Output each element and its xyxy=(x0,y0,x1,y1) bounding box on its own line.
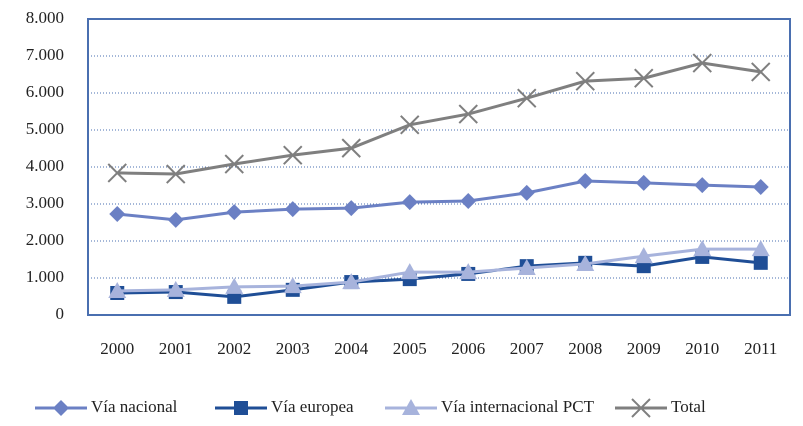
point xyxy=(518,184,535,201)
x-tick-label: 2000 xyxy=(100,339,134,358)
x-tick-label: 2002 xyxy=(217,339,251,358)
point xyxy=(634,68,654,88)
y-tick-label: 1.000 xyxy=(26,267,64,286)
point xyxy=(458,104,478,124)
legend-marker xyxy=(402,399,420,415)
y-tick-label: 6.000 xyxy=(26,82,64,101)
point xyxy=(751,240,770,257)
point xyxy=(166,164,186,184)
series-line xyxy=(117,61,761,176)
y-tick-label: 5.000 xyxy=(26,119,64,138)
point xyxy=(575,71,595,91)
point xyxy=(167,211,184,228)
point xyxy=(283,277,302,294)
legend-marker xyxy=(53,400,69,416)
plot-frame xyxy=(87,18,791,316)
point xyxy=(109,205,126,222)
point xyxy=(459,263,478,280)
point xyxy=(224,154,244,174)
point xyxy=(107,163,127,183)
x-tick-label: 2005 xyxy=(393,339,427,358)
point xyxy=(577,173,594,190)
x-tick-label: 2004 xyxy=(334,339,369,358)
x-tick-label: 2009 xyxy=(627,339,661,358)
point xyxy=(753,255,768,270)
x-tick-label: 2008 xyxy=(568,339,602,358)
y-tick-label: 4.000 xyxy=(26,156,64,175)
point xyxy=(343,200,360,217)
point xyxy=(400,115,420,135)
point xyxy=(108,281,127,298)
x-tick-label: 2001 xyxy=(159,339,193,358)
point xyxy=(635,174,652,191)
point xyxy=(341,138,361,158)
point xyxy=(634,247,653,264)
point xyxy=(166,280,185,297)
legend-marker xyxy=(234,401,248,415)
point xyxy=(517,88,537,108)
x-tick-label: 2011 xyxy=(744,339,777,358)
point xyxy=(694,177,711,194)
point xyxy=(751,62,771,82)
x-tick-label: 2007 xyxy=(510,339,545,358)
legend-marker xyxy=(631,398,651,418)
y-tick-label: 7.000 xyxy=(26,45,64,64)
x-tick-label: 2006 xyxy=(451,339,485,358)
x-tick-label: 2003 xyxy=(276,339,310,358)
point xyxy=(752,178,769,195)
point xyxy=(284,201,301,218)
point xyxy=(400,263,419,280)
series-line xyxy=(117,255,761,299)
point xyxy=(692,53,712,73)
point xyxy=(693,240,712,257)
point xyxy=(226,204,243,221)
legend-label: Vía internacional PCT xyxy=(441,397,595,416)
legend-label: Vía europea xyxy=(271,397,354,416)
legend-label: Total xyxy=(671,397,706,416)
y-tick-label: 3.000 xyxy=(26,193,64,212)
legend-label: Vía nacional xyxy=(91,397,178,416)
point xyxy=(517,259,536,276)
point xyxy=(576,254,595,271)
point xyxy=(401,194,418,211)
point xyxy=(283,145,303,165)
point xyxy=(225,277,244,294)
y-tick-label: 0 xyxy=(56,304,65,323)
y-tick-label: 2.000 xyxy=(26,230,64,249)
point xyxy=(342,273,361,290)
y-tick-label: 8.000 xyxy=(26,8,64,27)
x-tick-label: 2010 xyxy=(685,339,719,358)
series-line xyxy=(117,179,761,222)
point xyxy=(460,193,477,210)
series-line xyxy=(117,247,761,293)
